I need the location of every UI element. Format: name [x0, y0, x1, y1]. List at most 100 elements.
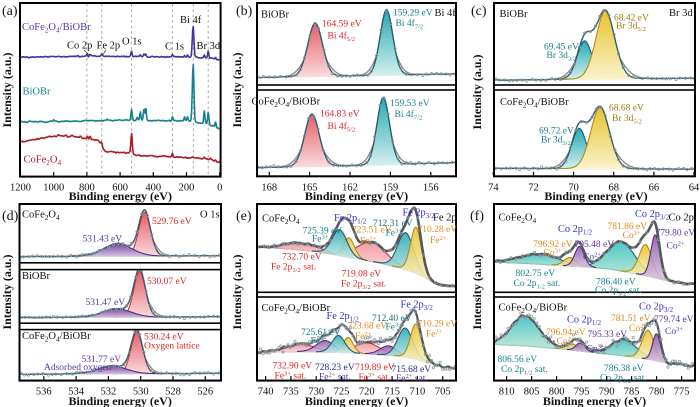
svg-text:69.72 eV: 69.72 eV [539, 127, 574, 137]
svg-text:Co 2p: Co 2p [67, 41, 92, 52]
svg-text:BiOBr: BiOBr [23, 87, 52, 98]
svg-text:531.77 eV: 531.77 eV [82, 355, 122, 365]
svg-text:Fe 2p3/2​ sat.: Fe 2p3/2​ sat. [341, 280, 386, 292]
svg-text:Br 3d3/2​: Br 3d3/2​ [547, 51, 577, 63]
svg-text:781.51 eV: 781.51 eV [611, 314, 651, 324]
svg-text:74: 74 [488, 182, 499, 193]
svg-text:796.92 eV: 796.92 eV [533, 240, 573, 250]
svg-text:Fe3+​: Fe3+​ [312, 233, 329, 244]
svg-text:164.83 eV: 164.83 eV [320, 110, 360, 120]
svg-text:528: 528 [165, 386, 181, 397]
svg-text:Fe 2p: Fe 2p [97, 41, 121, 52]
svg-text:159.53 eV: 159.53 eV [390, 99, 430, 109]
svg-text:779.80 eV: 779.80 eV [656, 229, 696, 239]
svg-text:530.24 eV: 530.24 eV [144, 333, 184, 343]
svg-text:Co3+​: Co3+​ [623, 230, 641, 241]
svg-text:Co 2p: Co 2p [669, 213, 694, 224]
svg-text:Fe3+​: Fe3+​ [311, 335, 328, 346]
svg-text:Co2+​: Co2+​ [629, 323, 647, 334]
svg-text:531.43 eV: 531.43 eV [83, 235, 123, 245]
svg-text:Br 3d5/2​: Br 3d5/2​ [612, 114, 642, 126]
svg-text:723.51 eV: 723.51 eV [352, 226, 392, 236]
svg-text:Co 2p1/2​ sat.: Co 2p1/2​ sat. [514, 279, 561, 291]
svg-text:Fe 2p: Fe 2p [433, 213, 457, 224]
svg-text:CoFe2​O4​: CoFe2​O4​ [24, 155, 62, 168]
svg-text:779.74 eV: 779.74 eV [654, 315, 694, 325]
svg-text:Co2+​: Co2+​ [557, 336, 575, 347]
svg-text:529.76 eV: 529.76 eV [152, 217, 192, 227]
svg-text:Intensity (a.u.): Intensity (a.u.) [0, 254, 14, 329]
svg-text:720: 720 [359, 386, 375, 397]
svg-text:400: 400 [145, 182, 161, 193]
svg-text:Br 3d: Br 3d [197, 41, 221, 52]
svg-text:(d): (d) [2, 209, 19, 224]
svg-text:O 1s: O 1s [200, 210, 220, 221]
svg-text:Fe2+​: Fe2+​ [426, 328, 443, 339]
svg-text:735: 735 [283, 386, 299, 397]
svg-text:Br 3d5/2​: Br 3d5/2​ [616, 22, 646, 34]
svg-text:730: 730 [308, 386, 324, 397]
svg-text:Intensity (a.u.): Intensity (a.u.) [470, 54, 484, 129]
svg-text:Br 3d3/2​: Br 3d3/2​ [541, 135, 571, 147]
svg-text:CoFe2​O4​/BiOBr: CoFe2​O4​/BiOBr [262, 303, 331, 316]
svg-text:785: 785 [624, 386, 640, 397]
svg-text:795.48 eV: 795.48 eV [575, 240, 615, 250]
svg-text:723.68 eV: 723.68 eV [348, 322, 388, 332]
svg-text:159: 159 [383, 182, 399, 193]
svg-text:526: 526 [197, 386, 213, 397]
svg-text:534: 534 [68, 386, 85, 397]
svg-text:732.70 eV: 732.70 eV [282, 253, 322, 263]
svg-text:Fe3+​ sat.: Fe3+​ sat. [275, 370, 307, 381]
svg-text:780: 780 [649, 386, 665, 397]
svg-text:786.38 eV: 786.38 eV [604, 364, 644, 374]
svg-text:Bi 4f: Bi 4f [180, 15, 202, 26]
svg-text:530: 530 [133, 386, 149, 397]
svg-text:732.90 eV: 732.90 eV [273, 362, 313, 372]
svg-text:790: 790 [599, 386, 615, 397]
svg-text:Co2+​: Co2+​ [667, 240, 685, 251]
svg-text:Co3+​: Co3+​ [665, 326, 683, 337]
svg-text:531.47 eV: 531.47 eV [86, 298, 126, 308]
svg-text:(b): (b) [236, 4, 253, 19]
svg-text:536: 536 [36, 386, 52, 397]
svg-text:Fe2+​: Fe2+​ [360, 235, 377, 246]
svg-text:800: 800 [549, 386, 565, 397]
svg-text:Fe2+​ sat.: Fe2+​ sat. [396, 373, 428, 384]
svg-text:705: 705 [435, 386, 451, 397]
svg-text:806.56 eV: 806.56 eV [498, 355, 538, 365]
svg-text:68.42 eV: 68.42 eV [614, 14, 649, 24]
svg-text:68.68 eV: 68.68 eV [609, 104, 644, 114]
svg-text:1200: 1200 [10, 182, 31, 193]
svg-text:200: 200 [179, 182, 195, 193]
svg-text:69.45 eV: 69.45 eV [544, 42, 579, 52]
svg-text:Fe2+​: Fe2+​ [430, 235, 447, 246]
svg-text:Fe2+​: Fe2+​ [355, 331, 372, 342]
svg-text:Fe3+​: Fe3+​ [386, 227, 403, 238]
svg-text:CoFe2​O4​/BiOBr: CoFe2​O4​/BiOBr [22, 331, 91, 344]
svg-text:(e): (e) [236, 209, 252, 224]
svg-text:740: 740 [258, 386, 274, 397]
svg-text:CoFe2​O4​/BiOBr: CoFe2​O4​/BiOBr [499, 303, 568, 316]
svg-text:Fe3+​ sat.: Fe3+​ sat. [359, 372, 391, 383]
svg-text:725.61 eV: 725.61 eV [301, 328, 341, 338]
svg-text:710: 710 [410, 386, 426, 397]
svg-text:68: 68 [608, 182, 619, 193]
svg-text:805: 805 [524, 386, 540, 397]
svg-text:Co 2p1/2​ sat.: Co 2p1/2​ sat. [501, 365, 548, 377]
svg-text:C 1s: C 1s [165, 42, 184, 53]
svg-text:CoFe2​O4​: CoFe2​O4​ [22, 210, 60, 223]
svg-text:156: 156 [423, 182, 439, 193]
svg-text:Co3+​: Co3+​ [587, 343, 605, 354]
svg-text:Oxygen lattice: Oxygen lattice [144, 342, 200, 352]
svg-text:66: 66 [649, 182, 660, 193]
svg-text:710.29 eV: 710.29 eV [418, 320, 458, 330]
svg-text:Co2+​: Co2+​ [583, 251, 601, 262]
svg-text:715.68 eV: 715.68 eV [392, 365, 432, 375]
svg-text:781.86 eV: 781.86 eV [608, 222, 648, 232]
svg-text:72: 72 [528, 182, 539, 193]
svg-text:164.59 eV: 164.59 eV [322, 20, 362, 30]
svg-text:796.94 eV: 796.94 eV [546, 328, 586, 338]
svg-text:Intensity (a.u.): Intensity (a.u.) [230, 52, 244, 127]
svg-text:795: 795 [574, 386, 590, 397]
svg-text:CoFe2​O4​: CoFe2​O4​ [499, 213, 537, 226]
